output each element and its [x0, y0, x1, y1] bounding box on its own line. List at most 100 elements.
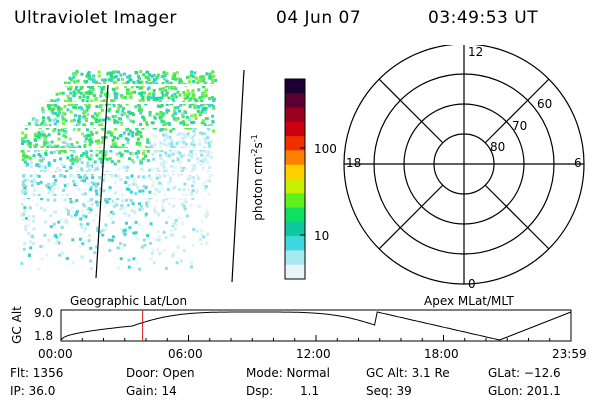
colorbar-tick-label-100: 100	[314, 142, 337, 156]
timeline-plot	[60, 309, 572, 342]
uv-pixel	[85, 91, 89, 95]
uv-pixel	[80, 161, 84, 165]
uv-pixel	[166, 173, 170, 177]
uv-pixel	[190, 114, 194, 118]
uv-pixel	[209, 155, 213, 159]
uv-pixel	[93, 112, 97, 116]
uv-pixel	[112, 104, 116, 108]
uv-pixel	[162, 70, 166, 74]
uv-pixel	[200, 219, 204, 223]
uv-pixel	[61, 194, 65, 198]
uv-pixel	[71, 157, 75, 161]
uv-pixel	[147, 200, 151, 204]
uv-pixel	[173, 142, 177, 146]
uv-pixel	[196, 81, 200, 85]
uv-pixel	[89, 130, 93, 134]
uv-pixel	[113, 191, 117, 195]
uv-pixel	[55, 146, 59, 150]
uv-pixel	[168, 151, 172, 155]
uv-pixel	[87, 105, 90, 109]
uv-pixel	[64, 100, 67, 103]
uv-pixel	[161, 114, 165, 118]
uv-pixel	[171, 97, 175, 101]
uv-pixel	[157, 230, 160, 233]
uv-pixel	[158, 112, 162, 116]
polar-diagonal-se	[484, 184, 550, 250]
uv-pixel	[26, 224, 30, 227]
uv-pixel	[38, 158, 42, 162]
uv-pixel	[119, 257, 123, 261]
uv-pixel	[203, 155, 207, 159]
uv-pixel	[49, 145, 52, 149]
uv-pixel	[83, 140, 87, 144]
uv-pixel	[23, 140, 27, 144]
uv-pixel	[100, 148, 104, 152]
uv-pixel	[160, 104, 164, 107]
uv-pixel	[32, 215, 35, 218]
uv-pixel	[156, 211, 160, 215]
uv-pixel	[23, 186, 27, 190]
uv-pixel	[140, 91, 144, 95]
uv-pixel	[206, 232, 210, 236]
uv-pixel	[58, 253, 62, 257]
uv-pixel	[90, 91, 94, 95]
uv-pixel	[146, 138, 150, 142]
uv-scan-gap	[20, 102, 220, 104]
uv-pixel	[140, 245, 144, 249]
uv-pixel	[174, 166, 178, 170]
uv-pixel	[59, 233, 63, 236]
uv-pixel	[22, 247, 26, 251]
uv-pixel	[100, 91, 104, 95]
uv-pixel	[112, 75, 116, 79]
uv-pixel	[48, 124, 52, 128]
uv-pixel	[20, 261, 24, 265]
uv-pixel	[132, 160, 136, 164]
uv-pixel	[54, 210, 58, 214]
uv-pixel	[114, 144, 117, 148]
uv-image	[20, 69, 245, 283]
uv-pixel	[52, 222, 56, 226]
uv-pixel	[28, 240, 32, 244]
uv-pixel	[62, 188, 65, 192]
uv-pixel	[92, 74, 96, 78]
uv-pixel	[122, 131, 126, 135]
uv-pixel	[95, 200, 99, 204]
uv-pixel	[174, 77, 177, 81]
uv-pixel	[46, 145, 50, 149]
uv-pixel	[93, 160, 97, 164]
uv-pixel	[155, 176, 159, 180]
uv-pixel	[67, 99, 70, 103]
uv-pixel	[139, 159, 143, 163]
uv-pixel	[60, 114, 64, 117]
uv-pixel	[106, 72, 110, 76]
uv-pixel	[81, 242, 85, 246]
uv-pixel	[160, 163, 164, 167]
colorbar-step	[285, 236, 305, 251]
uv-pixel	[126, 138, 130, 142]
uv-pixel	[75, 141, 79, 144]
uv-pixel	[22, 172, 26, 176]
polar-grid	[343, 45, 585, 285]
uv-pixel	[83, 134, 87, 138]
uv-pixel	[124, 149, 128, 153]
uv-pixel	[136, 129, 140, 133]
uv-pixel	[113, 121, 117, 125]
uv-pixel	[181, 115, 185, 119]
uv-pixel	[167, 154, 171, 158]
uv-pixel	[46, 198, 50, 202]
uv-pixel	[93, 251, 97, 255]
uv-pixel	[153, 193, 157, 197]
uv-pixel	[131, 120, 135, 124]
uv-pixel	[137, 202, 141, 206]
uv-pixel	[53, 182, 57, 186]
uv-pixel	[83, 79, 87, 83]
uv-pixel	[204, 213, 207, 217]
uv-pixel	[195, 188, 199, 192]
uv-pixel	[57, 128, 61, 132]
uv-pixel	[149, 257, 153, 261]
colorbar-step	[285, 150, 305, 166]
uv-pixel	[149, 170, 153, 174]
uv-pixel	[191, 184, 195, 188]
uv-pixel	[95, 245, 99, 249]
uv-pixel	[187, 75, 191, 79]
